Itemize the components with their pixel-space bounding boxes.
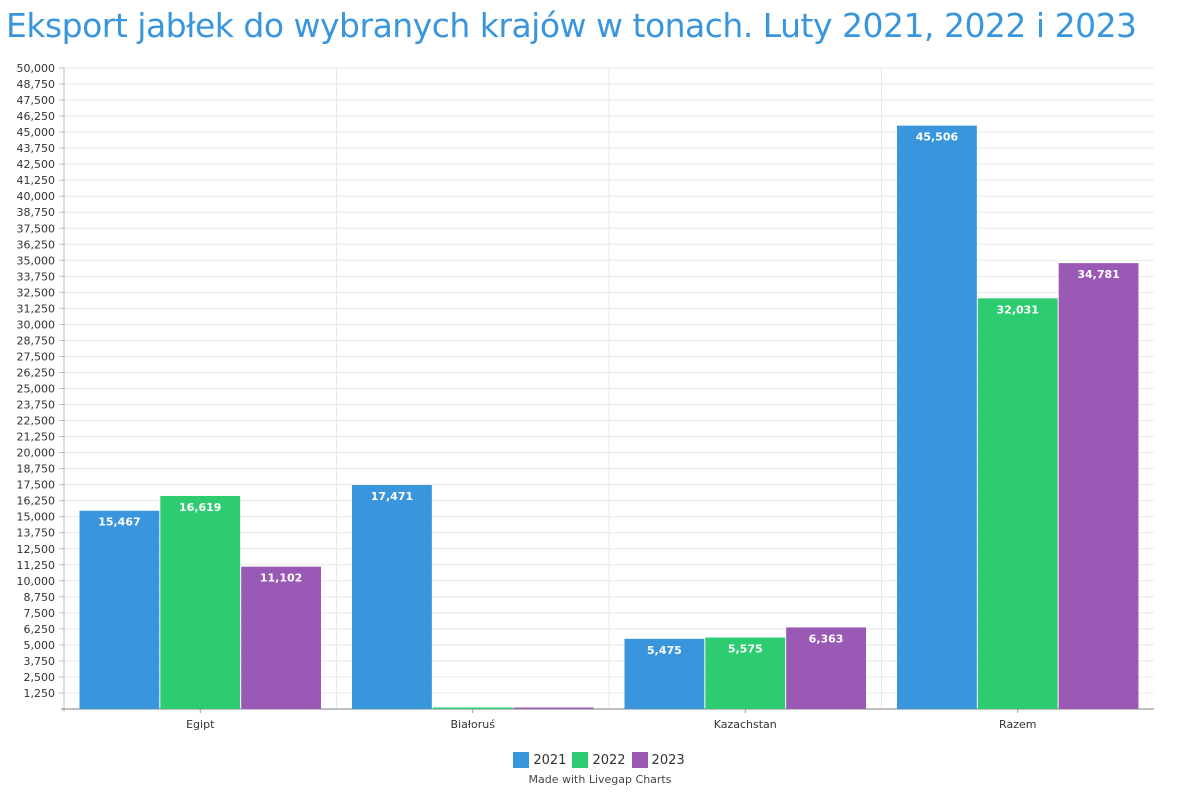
bar-2021-1 <box>352 485 432 709</box>
y-tick-label: 38,750 <box>17 206 56 219</box>
bar-2022-0 <box>160 495 241 709</box>
y-tick-label: 28,750 <box>17 334 56 347</box>
y-tick-label: 50,000 <box>17 62 56 75</box>
data-label: 32,031 <box>997 303 1039 316</box>
data-label: 17,471 <box>371 490 413 503</box>
y-tick-label: 32,500 <box>17 286 56 299</box>
chart-legend: 2021 2022 2023 <box>0 752 1200 768</box>
legend-swatch-2022 <box>572 752 589 768</box>
y-tick-label: 35,000 <box>17 254 56 267</box>
y-tick-label: 33,750 <box>17 270 56 283</box>
y-tick-label: 7,500 <box>24 607 56 620</box>
y-tick-label: 30,000 <box>17 318 56 331</box>
bar-2021-0 <box>79 510 160 709</box>
y-tick-label: 13,750 <box>17 527 56 540</box>
y-tick-label: 20,000 <box>17 447 56 460</box>
legend-item-2023[interactable]: 2023 <box>631 752 685 768</box>
y-tick-label: 22,500 <box>17 415 56 428</box>
legend-label-2021: 2021 <box>533 752 567 768</box>
y-tick-label: 31,250 <box>17 302 56 315</box>
y-tick-label: 45,000 <box>17 126 56 139</box>
x-tick-label: Białoruś <box>451 718 496 731</box>
data-label: 6,363 <box>809 632 844 645</box>
bar-2022-3 <box>977 298 1058 709</box>
legend-label-2022: 2022 <box>592 752 626 768</box>
legend-item-2021[interactable]: 2021 <box>513 752 566 768</box>
legend-swatch-2023 <box>631 752 648 768</box>
y-tick-label: 42,500 <box>17 158 56 171</box>
y-tick-label: 11,250 <box>17 559 56 572</box>
chart-title: Eksport jabłek do wybranych krajów w ton… <box>6 6 1137 45</box>
legend-item-2022[interactable]: 2022 <box>572 752 626 768</box>
y-tick-label: 21,250 <box>17 431 56 444</box>
data-label: 15,467 <box>98 516 140 529</box>
y-tick-label: 25,000 <box>17 383 56 396</box>
bar-2023-1 <box>513 707 594 709</box>
y-tick-label: 46,250 <box>17 110 56 123</box>
data-label: 5,575 <box>728 643 763 656</box>
y-tick-label: 15,000 <box>17 511 56 524</box>
x-tick-label: Kazachstan <box>714 718 777 731</box>
y-tick-label: 18,750 <box>17 463 56 476</box>
data-label: 5,475 <box>647 644 682 657</box>
data-label: 34,781 <box>1077 268 1119 281</box>
bar-2023-0 <box>241 566 321 709</box>
y-tick-label: 36,250 <box>17 238 56 251</box>
legend-swatch-2021 <box>513 752 530 768</box>
y-tick-label: 48,750 <box>17 78 56 91</box>
y-tick-label: 2,500 <box>24 671 56 684</box>
bar-2021-3 <box>897 125 977 709</box>
y-tick-label: 47,500 <box>17 94 56 107</box>
y-tick-label: 27,500 <box>17 350 56 363</box>
credit-text: Made with Livegap Charts <box>528 773 672 786</box>
x-tick-label: Razem <box>999 718 1036 731</box>
y-tick-label: 26,250 <box>17 366 56 379</box>
bar-2022-2 <box>705 637 786 709</box>
y-tick-label: 3,750 <box>24 655 56 668</box>
y-tick-label: 5,000 <box>24 639 56 652</box>
y-tick-label: 8,750 <box>24 591 56 604</box>
data-label: 11,102 <box>260 572 302 585</box>
bar-2021-2 <box>624 638 705 709</box>
data-label: 45,506 <box>916 131 959 144</box>
y-tick-label: 43,750 <box>17 142 56 155</box>
y-tick-label: 1,250 <box>24 687 56 700</box>
bar-2022-1 <box>432 707 513 709</box>
x-tick-label: Egipt <box>186 718 215 731</box>
y-tick-label: 10,000 <box>17 575 56 588</box>
y-tick-label: 17,500 <box>17 479 56 492</box>
y-tick-label: 6,250 <box>24 623 56 636</box>
y-tick-label: 12,500 <box>17 543 56 556</box>
y-tick-label: 40,000 <box>17 190 56 203</box>
y-tick-label: 41,250 <box>17 174 56 187</box>
y-tick-label: 23,750 <box>17 399 56 412</box>
bar-2023-2 <box>786 627 866 709</box>
data-label: 16,619 <box>179 501 221 514</box>
bar-2023-3 <box>1058 263 1139 709</box>
y-tick-label: 37,500 <box>17 222 56 235</box>
legend-label-2023: 2023 <box>651 752 685 768</box>
y-tick-label: 16,250 <box>17 495 56 508</box>
